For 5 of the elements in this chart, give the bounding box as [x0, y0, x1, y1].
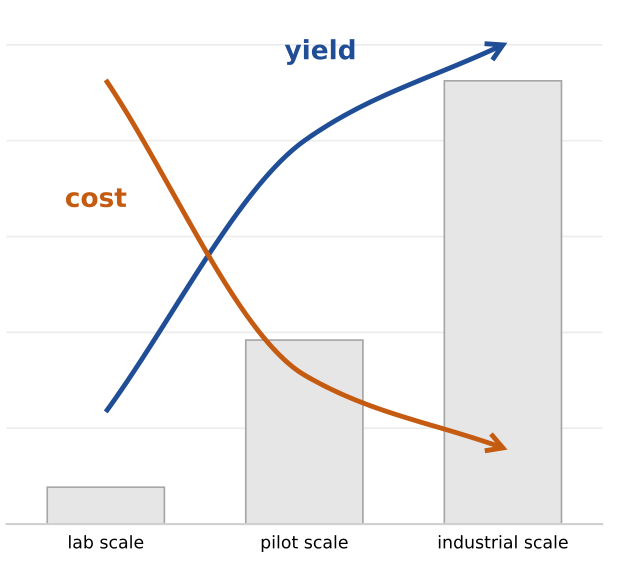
series-label: cost: [66, 188, 126, 208]
x-tick-label: industrial scale: [438, 535, 568, 549]
x-tick-label: pilot scale: [262, 535, 348, 552]
x-tick-label: lab scale: [69, 535, 144, 549]
series-label: yield: [284, 39, 354, 65]
